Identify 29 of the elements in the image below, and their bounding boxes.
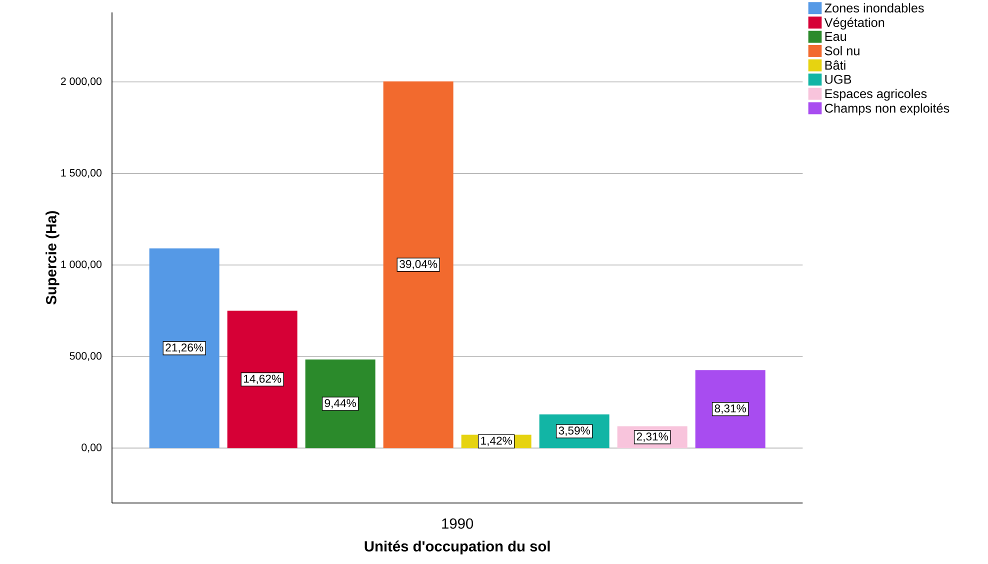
bar	[383, 81, 454, 448]
y-tick-label: 0,00	[82, 444, 102, 452]
annotation: 8,31%	[714, 404, 746, 414]
legend-label: Zones inondables	[824, 3, 924, 13]
annotation: 14,62%	[244, 374, 282, 384]
legend-label: Végétation	[824, 18, 884, 30]
x-tick-label: 1990	[442, 518, 474, 529]
annotation: 2,31%	[636, 432, 668, 442]
bar	[695, 370, 766, 448]
annotation: 21,26%	[166, 344, 204, 353]
annotation: 3,59%	[558, 426, 590, 436]
y-axis-title: Supercie (Ha)	[46, 211, 60, 305]
legend-label: UGB	[825, 74, 852, 84]
annotation: 39,04%	[400, 260, 438, 270]
bar	[149, 248, 220, 448]
legend-label: Espaces agricoles	[825, 88, 927, 101]
legend-label: Eau	[825, 32, 846, 41]
y-tick-label: 2 000,00	[60, 77, 102, 86]
annotation: 9,44%	[324, 399, 356, 408]
y-tick-label: 1 000,00	[61, 260, 102, 270]
y-tick-label: 500,00	[70, 352, 102, 361]
legend-label: Bâti	[825, 60, 846, 70]
legend-label: Sol nu	[824, 46, 860, 56]
y-tick-label: 1 500,00	[61, 169, 102, 178]
annotation: 1,42%	[481, 436, 512, 446]
bar	[227, 310, 298, 448]
legend-label: Champs non exploités	[824, 103, 950, 116]
bar	[305, 359, 376, 448]
x-axis-title: Unités d'occupation du sol	[364, 540, 550, 554]
